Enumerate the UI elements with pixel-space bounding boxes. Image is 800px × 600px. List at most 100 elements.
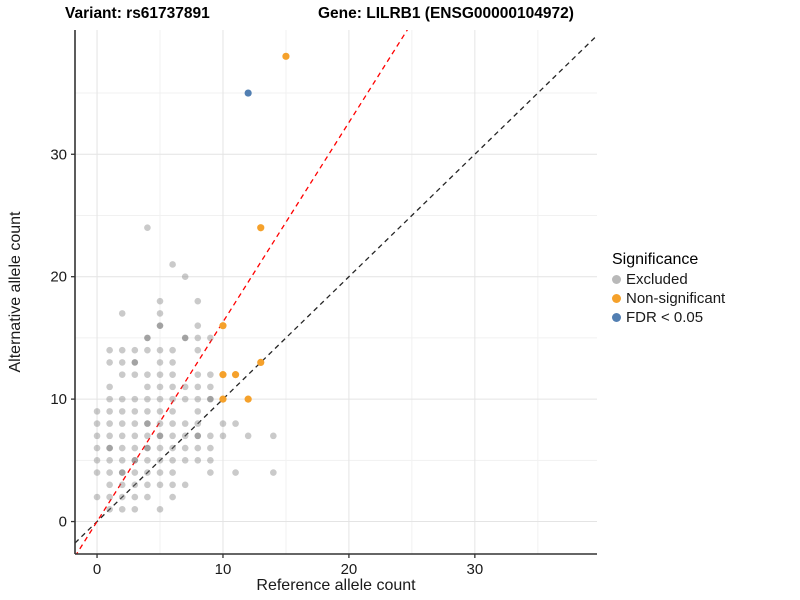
- data-point-excluded: [207, 395, 214, 403]
- data-point-excluded: [194, 383, 202, 391]
- data-point-excluded: [169, 371, 176, 378]
- data-point-excluded: [118, 359, 126, 366]
- data-point-excluded: [144, 481, 151, 489]
- legend-title: Significance: [612, 251, 699, 268]
- data-point-excluded: [156, 346, 164, 354]
- data-point-excluded: [144, 444, 151, 452]
- data-point-excluded: [156, 481, 164, 489]
- data-point-excluded: [131, 481, 139, 489]
- data-point-excluded: [207, 469, 214, 476]
- data-point-excluded: [181, 395, 189, 403]
- data-point-excluded: [106, 420, 113, 427]
- data-point-excluded: [106, 359, 113, 366]
- legend-item-fdr-0-05: FDR < 0.05: [612, 308, 725, 327]
- data-point-excluded: [169, 457, 176, 464]
- data-point-excluded: [144, 371, 151, 378]
- legend: Significance Excluded Non-significant FDR …: [612, 249, 725, 327]
- data-point-excluded: [169, 359, 176, 366]
- data-point-excluded: [131, 493, 139, 501]
- data-point-excluded: [93, 493, 101, 501]
- tick-labels: 0 10 20 30 0 10 20 30: [50, 146, 483, 578]
- data-point-excluded: [144, 420, 151, 427]
- data-point-excluded: [156, 420, 164, 427]
- data-point-non-significant: [257, 358, 265, 366]
- data-point-excluded: [106, 346, 113, 354]
- legend-swatch-non-significant: [612, 294, 621, 303]
- data-point-non-significant: [219, 322, 227, 330]
- data-point-excluded: [181, 457, 189, 464]
- y-tick-label: 30: [50, 146, 67, 163]
- data-point-excluded: [106, 444, 113, 452]
- data-point-excluded: [131, 420, 139, 427]
- data-point-excluded: [181, 273, 189, 280]
- data-point-excluded: [169, 383, 176, 391]
- data-point-excluded: [156, 383, 164, 391]
- data-point-excluded: [106, 395, 113, 403]
- data-point-excluded: [169, 395, 176, 403]
- data-point-excluded: [270, 432, 277, 440]
- data-point-excluded: [156, 469, 164, 476]
- data-point-excluded: [244, 432, 252, 440]
- data-point-excluded: [144, 346, 151, 354]
- data-point-excluded: [219, 420, 227, 427]
- data-point-excluded: [106, 432, 113, 440]
- data-point-excluded: [169, 420, 176, 427]
- data-point-excluded: [118, 420, 126, 427]
- data-point-excluded: [118, 432, 126, 440]
- data-point-excluded: [118, 346, 126, 354]
- data-points: [93, 52, 290, 513]
- data-point-excluded: [118, 469, 126, 476]
- data-point-excluded: [156, 297, 164, 305]
- data-point-excluded: [169, 444, 176, 452]
- major-gridlines: [75, 30, 597, 554]
- y-tick-label: 20: [50, 269, 67, 286]
- data-point-excluded: [131, 346, 139, 354]
- data-point-excluded: [131, 371, 139, 378]
- data-point-excluded: [219, 432, 227, 440]
- data-point-excluded: [144, 334, 151, 342]
- data-point-excluded: [131, 359, 139, 366]
- data-point-excluded: [131, 432, 139, 440]
- identity-line: [75, 35, 597, 544]
- data-point-excluded: [93, 432, 101, 440]
- data-point-excluded: [156, 322, 164, 329]
- data-point-excluded: [156, 506, 164, 513]
- data-point-excluded: [131, 444, 139, 452]
- data-point-excluded: [156, 371, 164, 378]
- data-point-excluded: [181, 334, 189, 342]
- data-point-non-significant: [231, 371, 240, 379]
- data-point-excluded: [106, 493, 113, 501]
- data-point-excluded: [106, 457, 113, 464]
- data-point-excluded: [156, 444, 164, 452]
- data-point-excluded: [207, 334, 214, 342]
- data-point-excluded: [194, 408, 202, 415]
- data-point-excluded: [131, 506, 139, 513]
- data-point-excluded: [156, 408, 164, 415]
- data-point-excluded: [106, 469, 113, 476]
- data-point-excluded: [156, 432, 164, 440]
- data-point-excluded: [144, 457, 151, 464]
- data-point-excluded: [181, 420, 189, 427]
- data-point-excluded: [207, 444, 214, 452]
- y-axis-title: Alternative allele count: [7, 211, 24, 373]
- data-point-excluded: [144, 224, 151, 232]
- x-tick-label: 20: [341, 561, 358, 578]
- data-point-excluded: [144, 383, 151, 391]
- data-point-excluded: [181, 481, 189, 489]
- data-point-excluded: [194, 346, 202, 354]
- data-point-non-significant: [219, 395, 227, 403]
- data-point-excluded: [93, 444, 101, 452]
- data-point-excluded: [156, 359, 164, 366]
- data-point-excluded: [131, 395, 139, 403]
- data-point-excluded: [144, 395, 151, 403]
- data-point-excluded: [118, 506, 126, 513]
- data-point-non-significant: [219, 371, 227, 379]
- data-point-excluded: [118, 457, 126, 464]
- legend-item-non-significant: Non-significant: [612, 289, 725, 308]
- data-point-excluded: [194, 457, 202, 464]
- y-tick-label: 0: [59, 514, 67, 531]
- data-point-excluded: [106, 408, 113, 415]
- legend-swatch-fdr-0-05: [612, 313, 621, 322]
- data-point-excluded: [169, 493, 176, 501]
